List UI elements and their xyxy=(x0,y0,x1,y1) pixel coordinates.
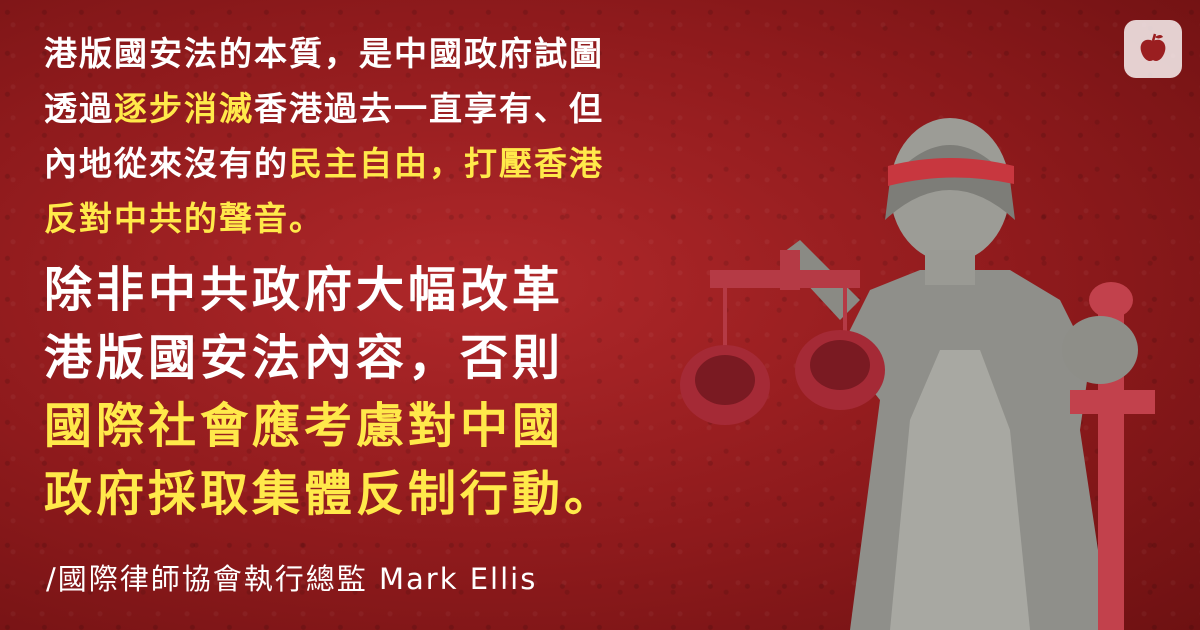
quote-intro-line-4: 反對中共的聲音。 xyxy=(44,199,324,238)
quote-intro-text: 透過 xyxy=(44,89,114,128)
quote-intro-highlight: 民主自由，打壓香港 xyxy=(289,144,604,183)
author-credit: /國際律師協會執行總監 Mark Ellis xyxy=(46,562,538,596)
quote-intro: 港版國安法的本質，是中國政府試圖 透過逐步消滅香港過去一直享有、但 內地從來沒有… xyxy=(44,26,804,246)
quote-intro-highlight: 逐步消滅 xyxy=(114,89,254,128)
quote-main-line-1: 除非中共政府大幅改革 xyxy=(44,262,565,318)
quote-main-line-4: 政府採取集體反制行動。 xyxy=(44,466,617,522)
quote-intro-line-1: 港版國安法的本質，是中國政府試圖 xyxy=(44,34,604,73)
quote-main-line-3: 國際社會應考慮對中國 xyxy=(44,398,565,454)
lady-justice-statue xyxy=(680,118,1155,630)
apple-logo xyxy=(1124,20,1182,78)
quote-main: 除非中共政府大幅改革 港版國安法內容，否則 國際社會應考慮對中國 政府採取集體反… xyxy=(44,256,764,528)
quote-main-line-2: 港版國安法內容，否則 xyxy=(44,330,565,386)
apple-logo-icon xyxy=(1140,33,1166,61)
quote-intro-text: 內地從來沒有的 xyxy=(44,144,289,183)
quote-intro-line-3: 內地從來沒有的民主自由，打壓香港 xyxy=(44,136,804,191)
quote-intro-line-2: 透過逐步消滅香港過去一直享有、但 xyxy=(44,81,804,136)
quote-intro-text: 香港過去一直享有、但 xyxy=(254,89,604,128)
